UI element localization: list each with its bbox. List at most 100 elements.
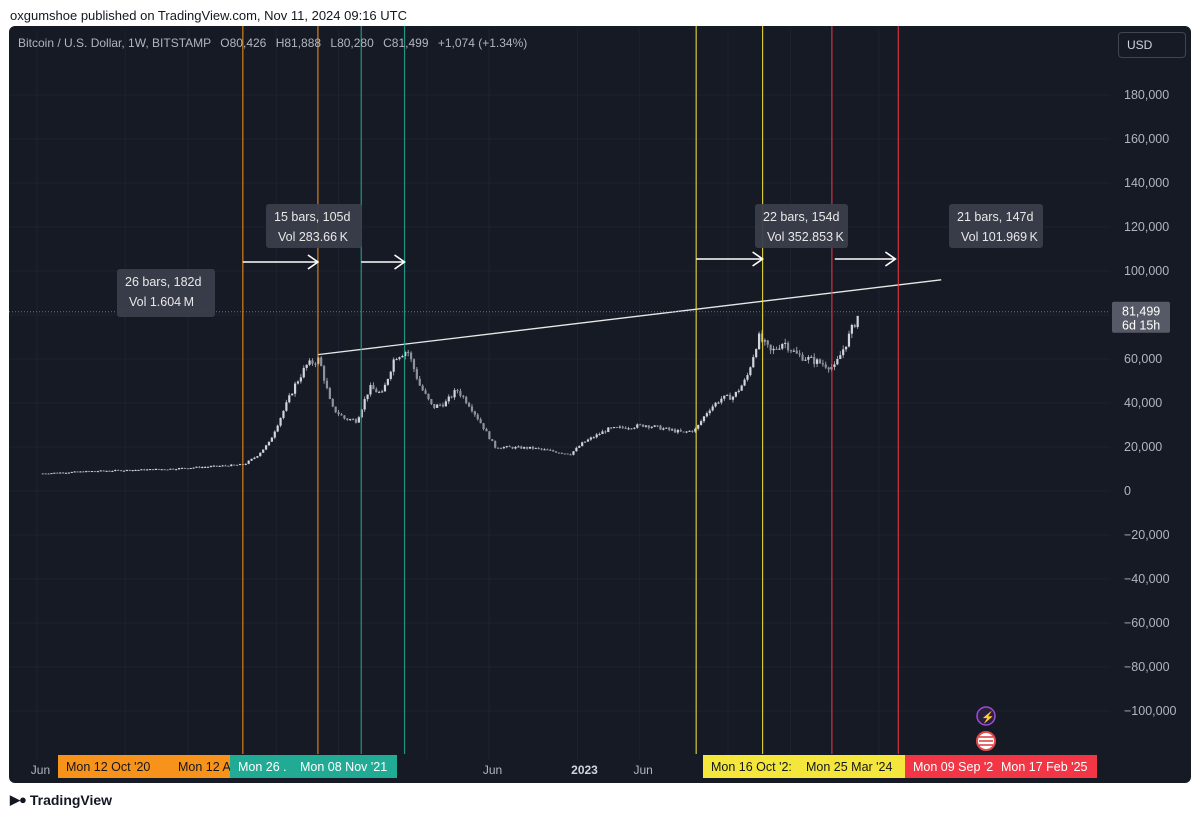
candle-body bbox=[813, 356, 816, 364]
y-tick-label: −60,000 bbox=[1124, 616, 1170, 630]
candle-body bbox=[386, 378, 389, 385]
candle-body bbox=[569, 454, 572, 456]
candle-body bbox=[227, 465, 230, 467]
currency-button[interactable]: USD bbox=[1118, 32, 1186, 58]
candle-body bbox=[505, 446, 508, 448]
y-tick-label: −20,000 bbox=[1124, 528, 1170, 542]
candle-body bbox=[186, 468, 189, 470]
candle-body bbox=[285, 402, 288, 411]
measure-box bbox=[949, 204, 1043, 248]
candle-body bbox=[238, 464, 242, 466]
candle-body bbox=[525, 447, 529, 449]
candle-body bbox=[836, 358, 839, 365]
candle-body bbox=[383, 384, 387, 392]
candle-body bbox=[659, 425, 662, 430]
candle-body bbox=[267, 441, 271, 446]
candle-body bbox=[270, 437, 273, 442]
chart-panel[interactable] bbox=[9, 26, 1191, 783]
date-label-text: Mon 25 Mar '24 bbox=[806, 760, 893, 774]
date-label-text: Mon 09 Sep '2‹ bbox=[913, 760, 997, 774]
candle-body bbox=[302, 367, 305, 378]
x-tick-label: 2023 bbox=[571, 763, 598, 777]
candle-body bbox=[508, 446, 511, 448]
candle-body bbox=[328, 388, 331, 399]
candle-body bbox=[111, 470, 114, 472]
candle-body bbox=[296, 381, 300, 384]
candle-body bbox=[114, 469, 117, 471]
candle-body bbox=[656, 425, 659, 427]
candle-body bbox=[540, 448, 543, 450]
measure-bars-label: 15 bars, 105d bbox=[274, 210, 350, 224]
candle-body bbox=[438, 404, 442, 406]
candle-body bbox=[592, 437, 595, 439]
date-label-badge bbox=[993, 755, 1097, 778]
date-label-text: Mon 12 A bbox=[178, 760, 231, 774]
candle-body bbox=[673, 429, 677, 433]
date-label-text: Mon 16 Oct '2: bbox=[711, 760, 792, 774]
candle-body bbox=[467, 403, 471, 407]
candle-body bbox=[143, 469, 146, 471]
footer-brand[interactable]: ▶● TradingView bbox=[10, 792, 112, 808]
candle-body bbox=[827, 367, 830, 370]
candle-body bbox=[169, 468, 172, 470]
date-label-badge bbox=[58, 755, 170, 778]
candle-body bbox=[117, 469, 120, 471]
candle-body bbox=[737, 390, 740, 392]
y-tick-label: 0 bbox=[1124, 484, 1131, 498]
candle-body bbox=[621, 426, 624, 428]
candle-body bbox=[679, 430, 682, 432]
candle-body bbox=[334, 406, 337, 413]
candle-body bbox=[250, 458, 253, 461]
candle-body bbox=[59, 472, 62, 474]
candle-body bbox=[511, 446, 514, 449]
candle-body bbox=[581, 442, 584, 447]
candle-body bbox=[279, 417, 282, 426]
candle-body bbox=[549, 449, 552, 451]
candle-body bbox=[749, 367, 752, 376]
low-value: L80,280 bbox=[330, 36, 374, 50]
candle-body bbox=[262, 449, 265, 453]
candle-body bbox=[847, 333, 851, 347]
y-tick-label: 60,000 bbox=[1124, 352, 1162, 366]
publisher-header: oxgumshoe published on TradingView.com, … bbox=[10, 8, 407, 23]
candle-body bbox=[354, 419, 358, 423]
candle-body bbox=[578, 446, 581, 448]
candle-body bbox=[291, 393, 294, 396]
footer-brand-label: TradingView bbox=[29, 792, 113, 808]
candle-body bbox=[743, 379, 746, 386]
candle-body bbox=[772, 348, 775, 351]
date-label-text: Mon 26 . bbox=[238, 760, 287, 774]
candle-body bbox=[79, 471, 82, 473]
candle-body bbox=[639, 424, 642, 426]
y-tick-label: −40,000 bbox=[1124, 572, 1170, 586]
candle-body bbox=[557, 452, 561, 454]
candle-body bbox=[583, 441, 587, 443]
candle-body bbox=[815, 359, 819, 364]
candle-body bbox=[119, 470, 123, 472]
candle-body bbox=[763, 340, 766, 342]
candle-body bbox=[604, 431, 607, 433]
candle-body bbox=[786, 342, 790, 351]
candle-body bbox=[502, 447, 505, 449]
candle-body bbox=[372, 385, 375, 390]
candle-body bbox=[369, 385, 372, 395]
candle-body bbox=[456, 390, 459, 392]
candle-body bbox=[233, 464, 236, 466]
candle-body bbox=[476, 414, 479, 420]
candle-body bbox=[282, 410, 285, 418]
candle-body bbox=[470, 406, 474, 412]
candle-body bbox=[404, 352, 407, 357]
last-price-label: 81,499 bbox=[1122, 305, 1160, 319]
y-tick-label: −100,000 bbox=[1124, 704, 1177, 718]
candle-body bbox=[195, 466, 198, 468]
candle-body bbox=[450, 396, 453, 398]
candle-body bbox=[53, 472, 56, 474]
trendline bbox=[317, 279, 942, 356]
candle-body bbox=[276, 425, 279, 432]
candle-body bbox=[322, 366, 326, 381]
candle-body bbox=[125, 469, 128, 471]
candle-body bbox=[523, 447, 526, 449]
candle-body bbox=[82, 471, 85, 473]
measure-volume-label: Vol 101.969 K bbox=[961, 230, 1039, 244]
